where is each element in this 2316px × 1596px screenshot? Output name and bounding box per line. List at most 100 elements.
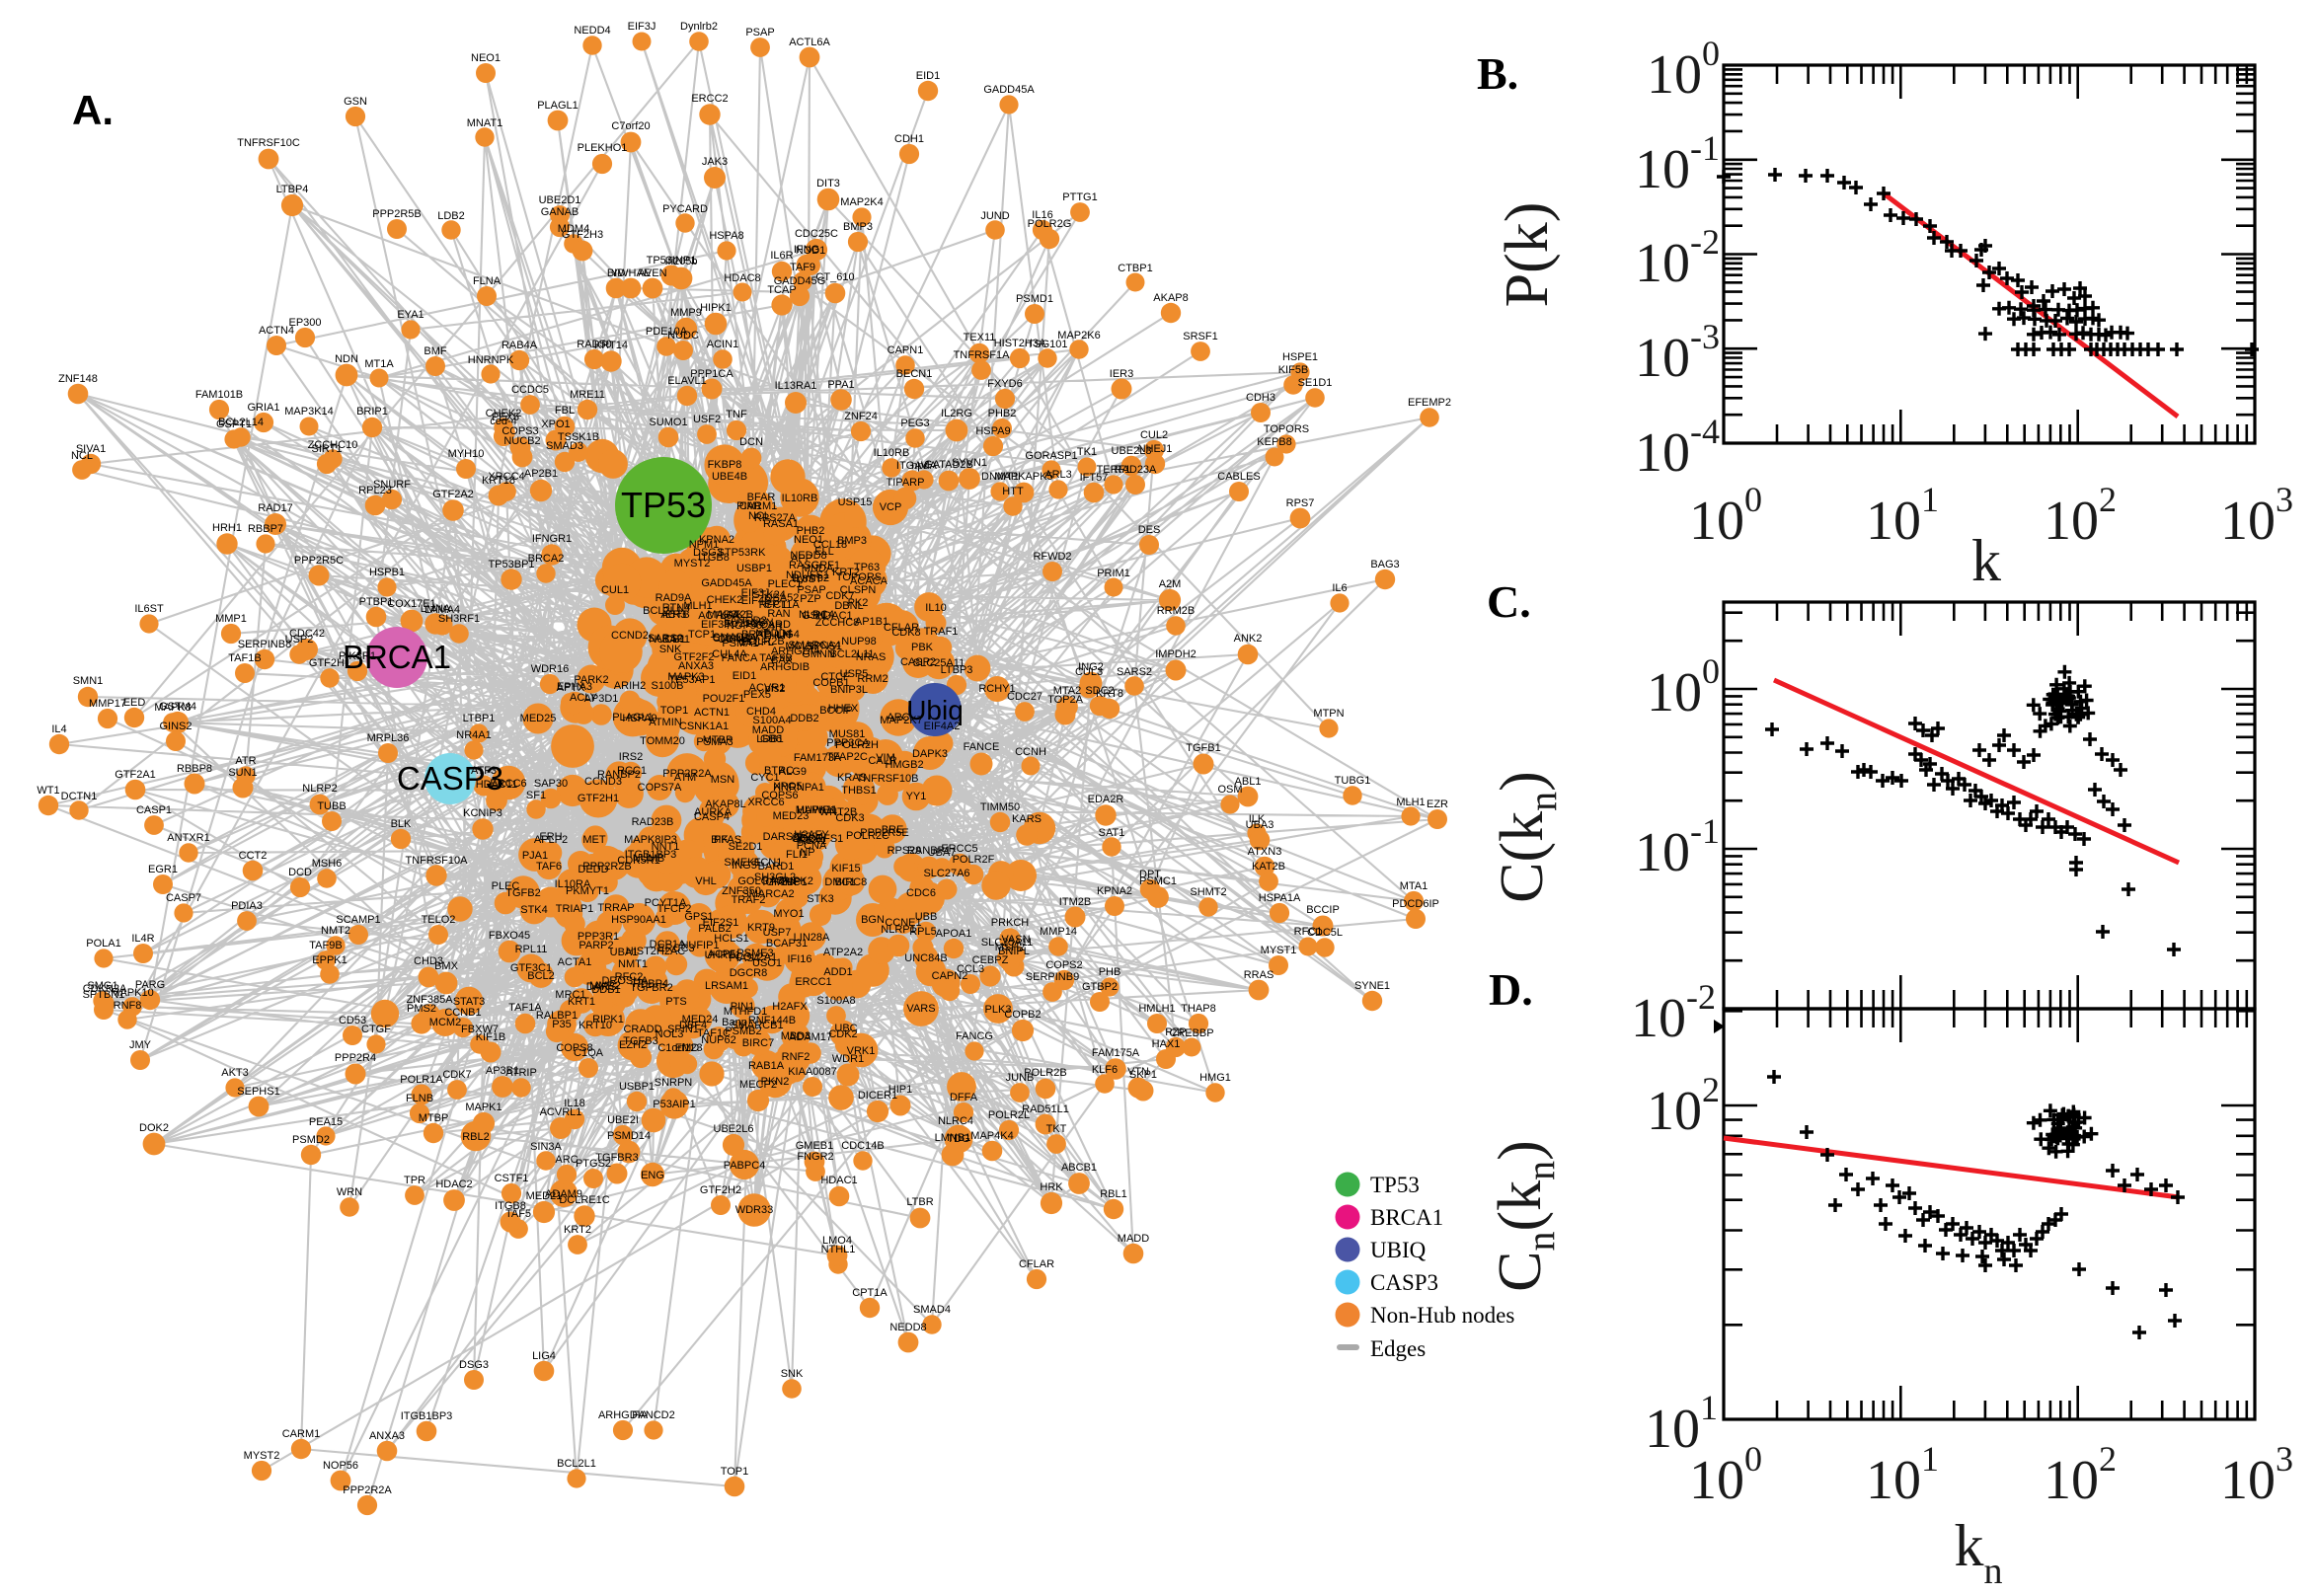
svg-text:CDK3: CDK3 [835, 812, 864, 824]
svg-text:DBF4: DBF4 [679, 1020, 707, 1031]
svg-text:RPS29: RPS29 [888, 845, 922, 857]
svg-text:100: 100 [1689, 480, 1762, 552]
svg-text:MSN: MSN [711, 774, 735, 786]
svg-text:POLR2H: POLR2H [835, 739, 879, 751]
svg-text:RALBP1: RALBP1 [536, 1010, 578, 1022]
svg-text:Dynlrb2: Dynlrb2 [792, 572, 829, 584]
svg-text:TNFRSF10A: TNFRSF10A [406, 855, 469, 867]
svg-text:GINS2: GINS2 [159, 721, 192, 732]
svg-text:KPNA2: KPNA2 [1097, 885, 1132, 897]
svg-text:POU2F1: POU2F1 [703, 693, 745, 705]
svg-text:ERCC3: ERCC3 [657, 943, 694, 954]
svg-text:CTCFL: CTCFL [738, 637, 773, 648]
svg-text:MNDA: MNDA [802, 563, 834, 574]
svg-text:APLP2: APLP2 [534, 834, 568, 846]
svg-text:UBA52: UBA52 [765, 592, 800, 604]
svg-text:AP1B1: AP1B1 [855, 616, 888, 628]
svg-text:RASA1: RASA1 [763, 518, 799, 530]
svg-text:AP3D1: AP3D1 [584, 693, 619, 705]
svg-text:RBBP4: RBBP4 [633, 978, 668, 990]
svg-text:MAPK3: MAPK3 [667, 671, 704, 683]
svg-text:DROSHA: DROSHA [601, 975, 649, 987]
svg-text:PHB2: PHB2 [988, 408, 1017, 419]
svg-text:BNIPL: BNIPL [998, 946, 1030, 957]
svg-text:USP15: USP15 [838, 496, 873, 508]
svg-text:BECN1: BECN1 [896, 368, 933, 380]
svg-text:CARM1: CARM1 [739, 500, 778, 512]
svg-text:RBL1: RBL1 [1100, 1188, 1127, 1200]
svg-text:SHMT2: SHMT2 [1190, 886, 1226, 898]
svg-text:ALG9: ALG9 [779, 766, 807, 778]
svg-text:B.: B. [1477, 48, 1518, 99]
svg-text:FANCG: FANCG [956, 1030, 993, 1042]
svg-text:HSPA9: HSPA9 [622, 713, 656, 724]
svg-text:SH3RF1: SH3RF1 [438, 613, 480, 625]
svg-text:IGF2BP1: IGF2BP1 [762, 876, 807, 888]
svg-text:RPS7: RPS7 [1286, 497, 1315, 509]
svg-text:SUN1: SUN1 [228, 767, 257, 779]
svg-text:PPP2R2B: PPP2R2B [582, 861, 632, 873]
svg-text:FANCA: FANCA [722, 652, 758, 664]
svg-text:Cn(kn): Cn(kn) [1487, 1140, 1563, 1292]
svg-text:SMAD3: SMAD3 [546, 440, 583, 452]
svg-text:NUCB2: NUCB2 [503, 435, 540, 447]
svg-text:PPP2R2A: PPP2R2A [662, 768, 712, 780]
svg-text:DNMT1: DNMT1 [981, 471, 1019, 483]
svg-text:STP53RK: STP53RK [718, 547, 767, 559]
svg-text:RAB4A: RAB4A [502, 340, 538, 351]
svg-text:SARS2: SARS2 [1117, 666, 1152, 678]
svg-text:EIF2S1: EIF2S1 [703, 917, 739, 929]
svg-text:RASGRF1: RASGRF1 [789, 560, 840, 571]
svg-text:MSH6: MSH6 [312, 858, 343, 870]
svg-text:BCL2L14: BCL2L14 [218, 417, 264, 428]
svg-text:HDAC8: HDAC8 [724, 272, 760, 284]
svg-text:PARK2: PARK2 [574, 674, 608, 686]
svg-text:PSMC1: PSMC1 [1139, 875, 1177, 887]
svg-text:IL4R: IL4R [131, 933, 154, 945]
svg-text:ARC: ARC [555, 1154, 578, 1166]
svg-text:UBE4B: UBE4B [712, 471, 747, 483]
svg-text:MYO1: MYO1 [773, 908, 804, 920]
svg-text:NUP62: NUP62 [701, 1034, 735, 1046]
svg-text:ERH: ERH [539, 831, 562, 843]
svg-text:KRT9: KRT9 [747, 922, 775, 934]
svg-text:SF1: SF1 [526, 790, 546, 801]
svg-text:TOP1: TOP1 [660, 705, 689, 717]
svg-text:RBX1: RBX1 [799, 835, 827, 847]
svg-text:GTF2F2: GTF2F2 [674, 651, 715, 663]
svg-text:PLAGL1: PLAGL1 [612, 712, 654, 723]
svg-text:ERCC6: ERCC6 [490, 778, 526, 790]
svg-text:TFCP2: TFCP2 [657, 903, 692, 915]
svg-text:CLSPN: CLSPN [840, 584, 877, 596]
svg-text:ZNF148: ZNF148 [58, 373, 98, 385]
svg-text:DCN: DCN [739, 436, 763, 448]
svg-text:RNF144B: RNF144B [748, 1015, 796, 1026]
svg-text:COPS8: COPS8 [556, 1042, 592, 1054]
svg-text:MED25: MED25 [520, 713, 557, 724]
svg-text:RANBP2: RANBP2 [597, 769, 641, 781]
svg-text:AP2B1: AP2B1 [524, 468, 558, 480]
svg-text:TRRAP: TRRAP [597, 902, 634, 914]
svg-text:NNT1: NNT1 [652, 841, 680, 853]
svg-text:PPP2R5E: PPP2R5E [860, 827, 909, 839]
svg-text:HSPA1A: HSPA1A [1259, 892, 1301, 904]
svg-text:DDB2: DDB2 [790, 713, 818, 724]
svg-text:RAD17: RAD17 [258, 502, 292, 514]
svg-text:ABL1: ABL1 [1235, 776, 1262, 788]
svg-text:ATRIP: ATRIP [505, 1067, 537, 1079]
svg-text:GSPT1: GSPT1 [216, 418, 252, 430]
svg-text:KRT1: KRT1 [568, 996, 595, 1008]
svg-text:PARC: PARC [771, 876, 801, 888]
svg-text:SPIN1: SPIN1 [667, 1024, 699, 1035]
svg-text:ERCC1: ERCC1 [795, 976, 831, 988]
svg-text:PABPC4: PABPC4 [724, 1160, 766, 1172]
svg-text:MT1A: MT1A [364, 358, 394, 370]
svg-text:PIN1: PIN1 [731, 1001, 754, 1013]
svg-text:BMP3: BMP3 [843, 221, 873, 233]
svg-text:PEX5: PEX5 [492, 412, 519, 423]
svg-text:CUL3: CUL3 [1075, 666, 1103, 678]
svg-text:TEX11: TEX11 [964, 332, 996, 343]
svg-text:KAT2B: KAT2B [1252, 861, 1285, 873]
svg-text:NOP56: NOP56 [323, 1460, 358, 1472]
svg-text:STK3: STK3 [807, 893, 834, 905]
